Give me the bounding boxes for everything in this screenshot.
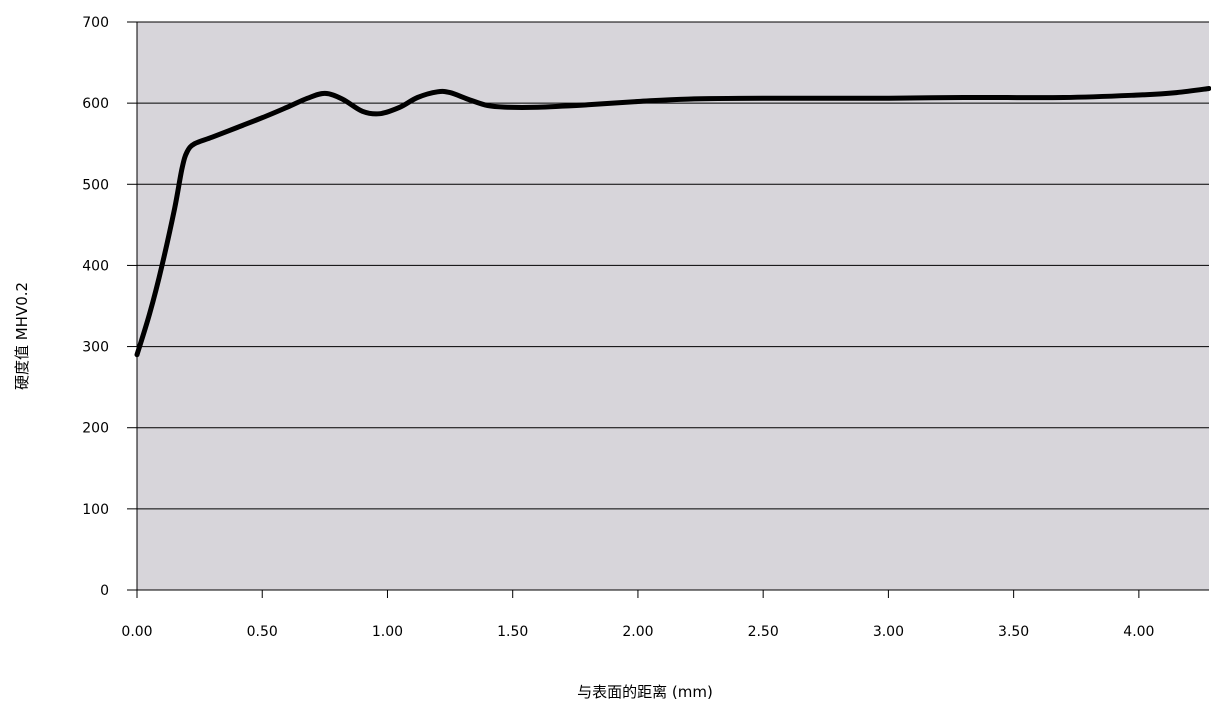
y-tick-label: 500 xyxy=(82,177,109,193)
x-tick-label: 1.50 xyxy=(497,624,528,640)
x-tick-label: 2.50 xyxy=(748,624,779,640)
x-tick-label: 1.00 xyxy=(372,624,403,640)
x-tick-label: 4.00 xyxy=(1123,624,1154,640)
x-tick-label: 0.00 xyxy=(121,624,152,640)
x-axis-title: 与表面的距离 (mm) xyxy=(577,683,713,701)
x-tick-label: 3.00 xyxy=(873,624,904,640)
plot-area xyxy=(137,22,1209,590)
series-line xyxy=(134,86,1211,358)
gridlines xyxy=(137,21,1209,510)
series-layer xyxy=(134,86,1211,358)
y-tick-label: 400 xyxy=(82,258,109,274)
y-tick-label: 100 xyxy=(82,502,109,518)
x-tick-label: 3.50 xyxy=(998,624,1029,640)
x-tick-label: 2.00 xyxy=(622,624,653,640)
y-tick-label: 200 xyxy=(82,421,109,437)
x-tick-label: 0.50 xyxy=(247,624,278,640)
y-tick-label: 300 xyxy=(82,340,109,356)
axes: 0 100 200 300 400 500 600 700 0.00 0.50 1.00 1.50 2.… xyxy=(82,15,1209,640)
y-tick-label: 600 xyxy=(82,96,109,112)
y-tick-label: 0 xyxy=(100,583,109,599)
y-axis-title: 硬度值 MHV0.2 xyxy=(13,282,31,390)
y-tick-label: 700 xyxy=(82,15,109,31)
